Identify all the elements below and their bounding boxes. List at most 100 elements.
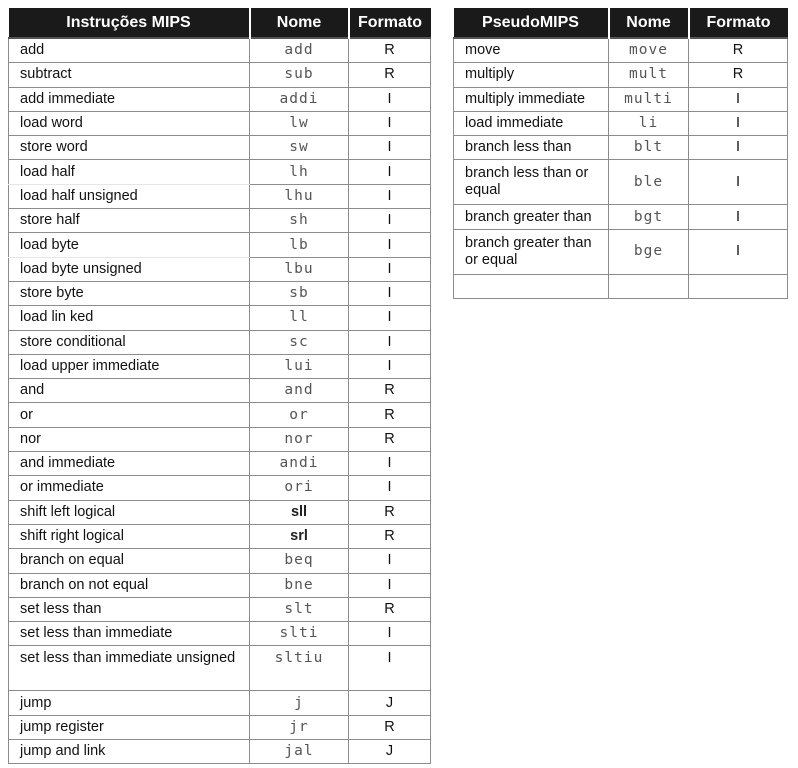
mnemonic-cell: sb [249,280,349,307]
format-cell: R [348,378,431,404]
mnemonic-cell: sw [249,135,349,161]
table-row: load upper immediate lui I [8,353,431,380]
instruction-cell: branch greater than [453,204,609,230]
table-row: load byte lb I [8,232,431,258]
format-cell: I [688,135,788,161]
mnemonic-cell: lhu [249,183,349,210]
table-row: and and R [8,378,431,404]
table-row: store word sw I [8,135,431,161]
table-row: multiply mult R [453,62,788,88]
mnemonic-cell: sub [249,62,349,88]
format-cell: R [348,523,431,550]
instruction-cell: and immediate [8,451,250,477]
table-row: subtract sub R [8,62,431,88]
empty-cell [688,273,788,299]
mnemonic-cell: beq [249,548,349,574]
mnemonic-cell: blt [608,135,689,161]
instruction-cell: shift right logical [8,523,250,550]
instruction-cell: branch on not equal [8,572,250,598]
format-cell: I [348,305,431,331]
instruction-cell: set less than immediate unsigned [8,645,250,692]
instruction-cell: jump and link [8,739,250,765]
format-cell: I [688,159,788,206]
header-format: Formato [347,8,431,38]
mnemonic-cell: move [608,37,689,64]
mnemonic-cell: lui [249,353,349,380]
header-name: Nome [248,8,349,38]
format-cell: R [688,37,788,64]
table-row: add immediate addi I [8,86,431,112]
format-cell: I [348,475,431,501]
format-cell: R [348,596,431,623]
format-cell: I [348,353,431,380]
format-cell: R [348,402,431,428]
table-row: and immediate andi I [8,451,431,477]
header-instructions: Instruções MIPS [8,8,250,38]
instruction-cell: or [8,402,250,428]
table-row: load half unsigned lhu I [8,183,431,210]
mnemonic-cell: ori [249,475,349,501]
mnemonic-cell: bne [249,572,349,598]
format-cell: R [348,499,431,525]
format-cell: R [348,714,431,741]
format-cell: I [688,228,788,275]
format-cell: I [348,329,431,355]
format-cell: I [348,256,431,282]
instruction-cell: jump [8,690,250,716]
mnemonic-cell: sc [249,329,349,355]
format-cell: I [348,621,431,647]
table-row: set less than immediate slti I [8,621,431,647]
instruction-cell: and [8,378,250,404]
mnemonic-cell: ble [608,159,689,206]
table-row: branch less than blt I [453,135,788,161]
mnemonic-cell: sh [249,208,349,234]
instruction-cell: load half unsigned [8,183,250,210]
mnemonic-cell: multi [608,86,689,112]
mnemonic-cell: addi [249,86,349,112]
mnemonic-cell: slt [249,596,349,623]
format-cell: I [688,204,788,230]
header-pseudo-mips: PseudoMIPS [453,8,609,38]
format-cell: I [348,572,431,598]
instruction-cell: load lin ked [8,305,250,331]
mnemonic-cell: or [249,402,349,428]
table-row: nor nor R [8,426,431,453]
table-row: jump j J [8,690,431,716]
instruction-cell: load half [8,159,250,185]
format-cell: I [348,159,431,185]
format-cell: R [348,37,431,64]
empty-cell [453,273,609,299]
format-cell: I [348,548,431,574]
format-cell: J [348,690,431,716]
mnemonic-cell: lbu [249,256,349,282]
table-row: store byte sb I [8,280,431,307]
format-cell: I [348,232,431,258]
instruction-cell: set less than immediate [8,621,250,647]
table-row: load word lw I [8,110,431,137]
format-cell: J [348,739,431,765]
instruction-cell: load immediate [453,110,609,137]
mnemonic-cell: and [249,378,349,404]
table-row: set less than immediate unsigned sltiu I [8,645,431,692]
pseudo-header-row: PseudoMIPS Nome Formato [453,8,788,38]
instruction-cell: store half [8,208,250,234]
format-cell: I [348,280,431,307]
instruction-cell: branch less than [453,135,609,161]
table-row: load lin ked ll I [8,305,431,331]
table-row: add add R [8,37,431,64]
mnemonic-cell: li [608,110,689,137]
table-row: branch greater than bgt I [453,204,788,230]
table-row: or or R [8,402,431,428]
instruction-cell: store word [8,135,250,161]
mnemonic-cell: mult [608,62,689,88]
instruction-cell: load byte unsigned [8,256,250,282]
instruction-cell: load byte [8,232,250,258]
mnemonic-cell: lh [249,159,349,185]
mnemonic-cell: add [249,37,349,64]
mnemonic-cell: ll [249,305,349,331]
format-cell: I [348,86,431,112]
instruction-cell: add [8,37,250,64]
table-row: store conditional sc I [8,329,431,355]
table-row: set less than slt R [8,596,431,623]
mnemonic-cell: slti [249,621,349,647]
